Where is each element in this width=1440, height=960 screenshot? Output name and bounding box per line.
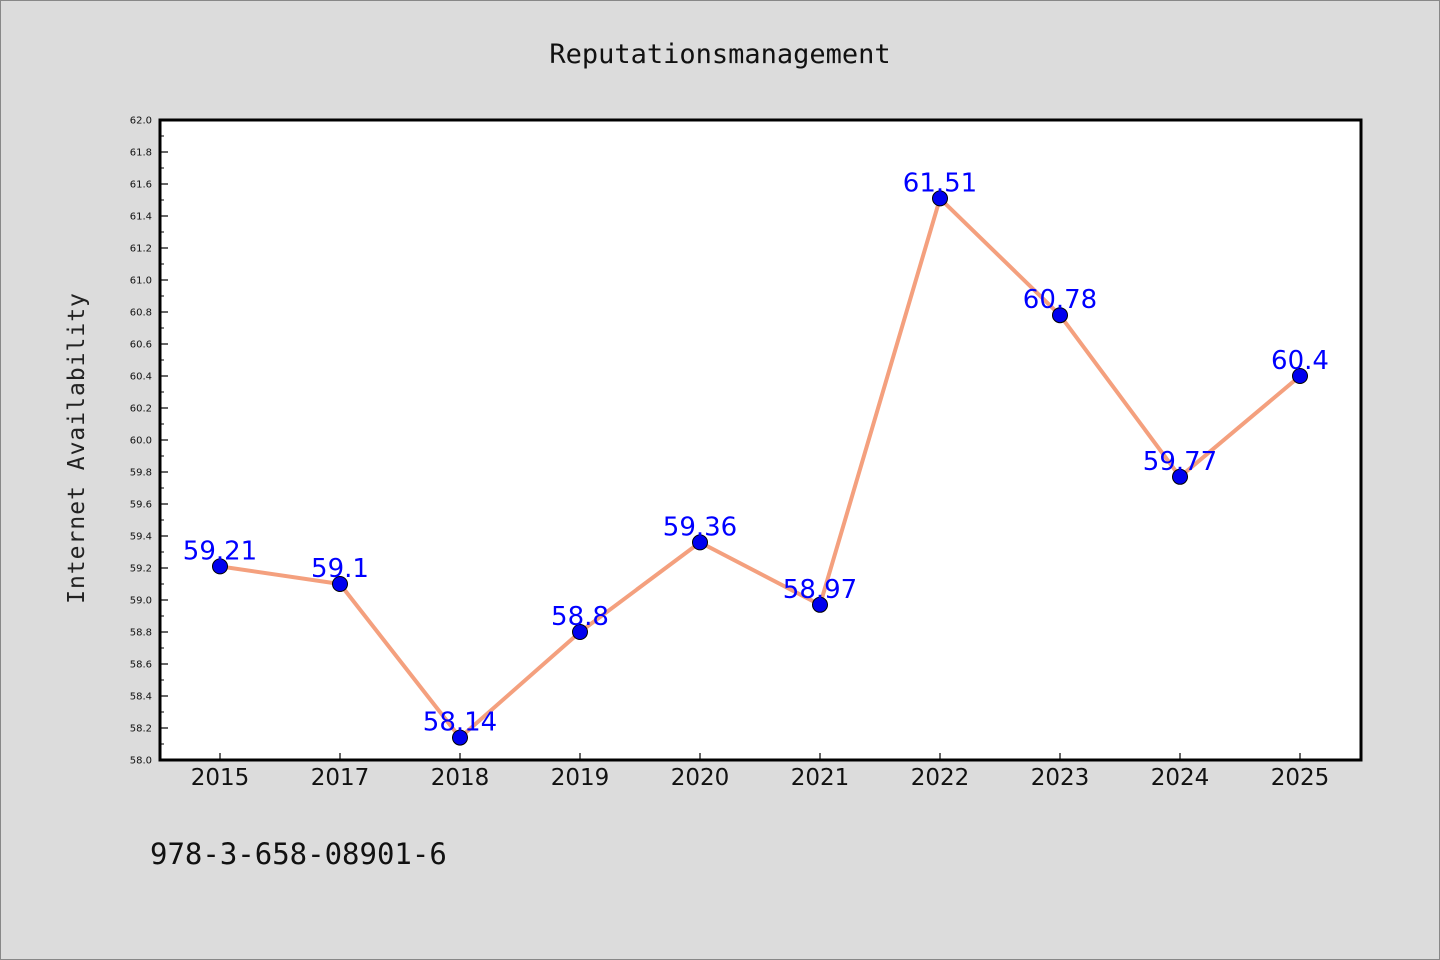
data-point-2023 bbox=[1052, 307, 1068, 324]
data-point-2021 bbox=[812, 596, 828, 613]
y-tick-label: 61.2 bbox=[130, 244, 152, 255]
plot-area bbox=[158, 118, 1363, 762]
x-tick-label: 2024 bbox=[1151, 765, 1210, 791]
x-tick-label: 2017 bbox=[311, 765, 370, 791]
data-label: 58.14 bbox=[423, 708, 497, 738]
data-label: 59.77 bbox=[1143, 447, 1217, 477]
chart-title: Reputationsmanagement bbox=[549, 39, 890, 70]
data-point-2019 bbox=[572, 624, 588, 640]
y-tick-label: 60.4 bbox=[130, 372, 152, 383]
y-tick-label: 60.2 bbox=[130, 404, 152, 415]
data-label: 58.8 bbox=[551, 602, 609, 632]
y-tick-label: 59.0 bbox=[130, 596, 152, 607]
y-axis-label: Internet Availability bbox=[64, 292, 90, 604]
x-tick-label: 2015 bbox=[191, 765, 250, 791]
y-tick-label: 60.0 bbox=[130, 436, 152, 447]
x-tick-label: 2022 bbox=[911, 765, 970, 791]
data-point-2015 bbox=[212, 558, 228, 575]
y-tick-label: 58.8 bbox=[130, 628, 152, 639]
y-tick-label: 59.8 bbox=[130, 468, 152, 479]
data-label: 58.97 bbox=[783, 575, 857, 605]
isbn-footer: 978-3-658-08901-6 bbox=[150, 837, 447, 871]
series-polyline bbox=[219, 196, 1302, 740]
y-tick-label: 58.2 bbox=[130, 724, 152, 735]
data-point-2017 bbox=[332, 576, 348, 592]
data-point-2022 bbox=[932, 190, 948, 207]
y-tick-label: 59.4 bbox=[130, 532, 152, 543]
data-point-2020 bbox=[692, 534, 708, 551]
y-tick-label: 61.8 bbox=[130, 148, 152, 159]
data-label: 59.1 bbox=[311, 554, 369, 584]
x-tick-label: 2025 bbox=[1271, 765, 1330, 791]
x-tick-label: 2020 bbox=[671, 765, 730, 791]
y-tick-label: 61.4 bbox=[130, 212, 152, 223]
x-axis: 2015 2017 2018 2019 2020 2021 2022 2023 2024 2025 bbox=[191, 753, 1330, 791]
data-point-2018 bbox=[452, 729, 468, 746]
y-tick-label: 58.6 bbox=[130, 660, 152, 671]
data-label: 61.51 bbox=[903, 168, 977, 198]
y-tick-label: 58.4 bbox=[130, 692, 152, 703]
data-label: 60.4 bbox=[1271, 346, 1329, 376]
y-tick-label: 62.0 bbox=[130, 116, 152, 127]
y-axis: 58.0 58.2 58.4 58.6 58.8 59.0 59.2 59.4 59.6 59.8… bbox=[130, 116, 168, 767]
series-points bbox=[212, 190, 1308, 746]
data-label: 60.78 bbox=[1023, 285, 1097, 315]
data-point-2025 bbox=[1292, 368, 1308, 384]
y-tick-label: 61.0 bbox=[130, 276, 152, 287]
data-point-2024 bbox=[1172, 468, 1188, 485]
y-tick-label: 59.6 bbox=[130, 500, 152, 511]
data-label: 59.36 bbox=[663, 512, 737, 542]
x-tick-label: 2019 bbox=[551, 765, 610, 791]
series-line bbox=[219, 196, 1302, 740]
y-tick-label: 59.2 bbox=[130, 564, 152, 575]
y-tick-label: 60.6 bbox=[130, 340, 152, 351]
y-tick-label: 61.6 bbox=[130, 180, 152, 191]
y-tick-label: 60.8 bbox=[130, 308, 152, 319]
x-tick-label: 2021 bbox=[791, 765, 850, 791]
data-labels: 59.21 59.1 58.14 58.8 59.36 58.97 61.51 60.78 59… bbox=[183, 168, 1329, 737]
x-tick-label: 2023 bbox=[1031, 765, 1090, 791]
x-tick-label: 2018 bbox=[431, 765, 490, 791]
y-tick-label: 58.0 bbox=[130, 756, 152, 767]
data-label: 59.21 bbox=[183, 536, 257, 566]
